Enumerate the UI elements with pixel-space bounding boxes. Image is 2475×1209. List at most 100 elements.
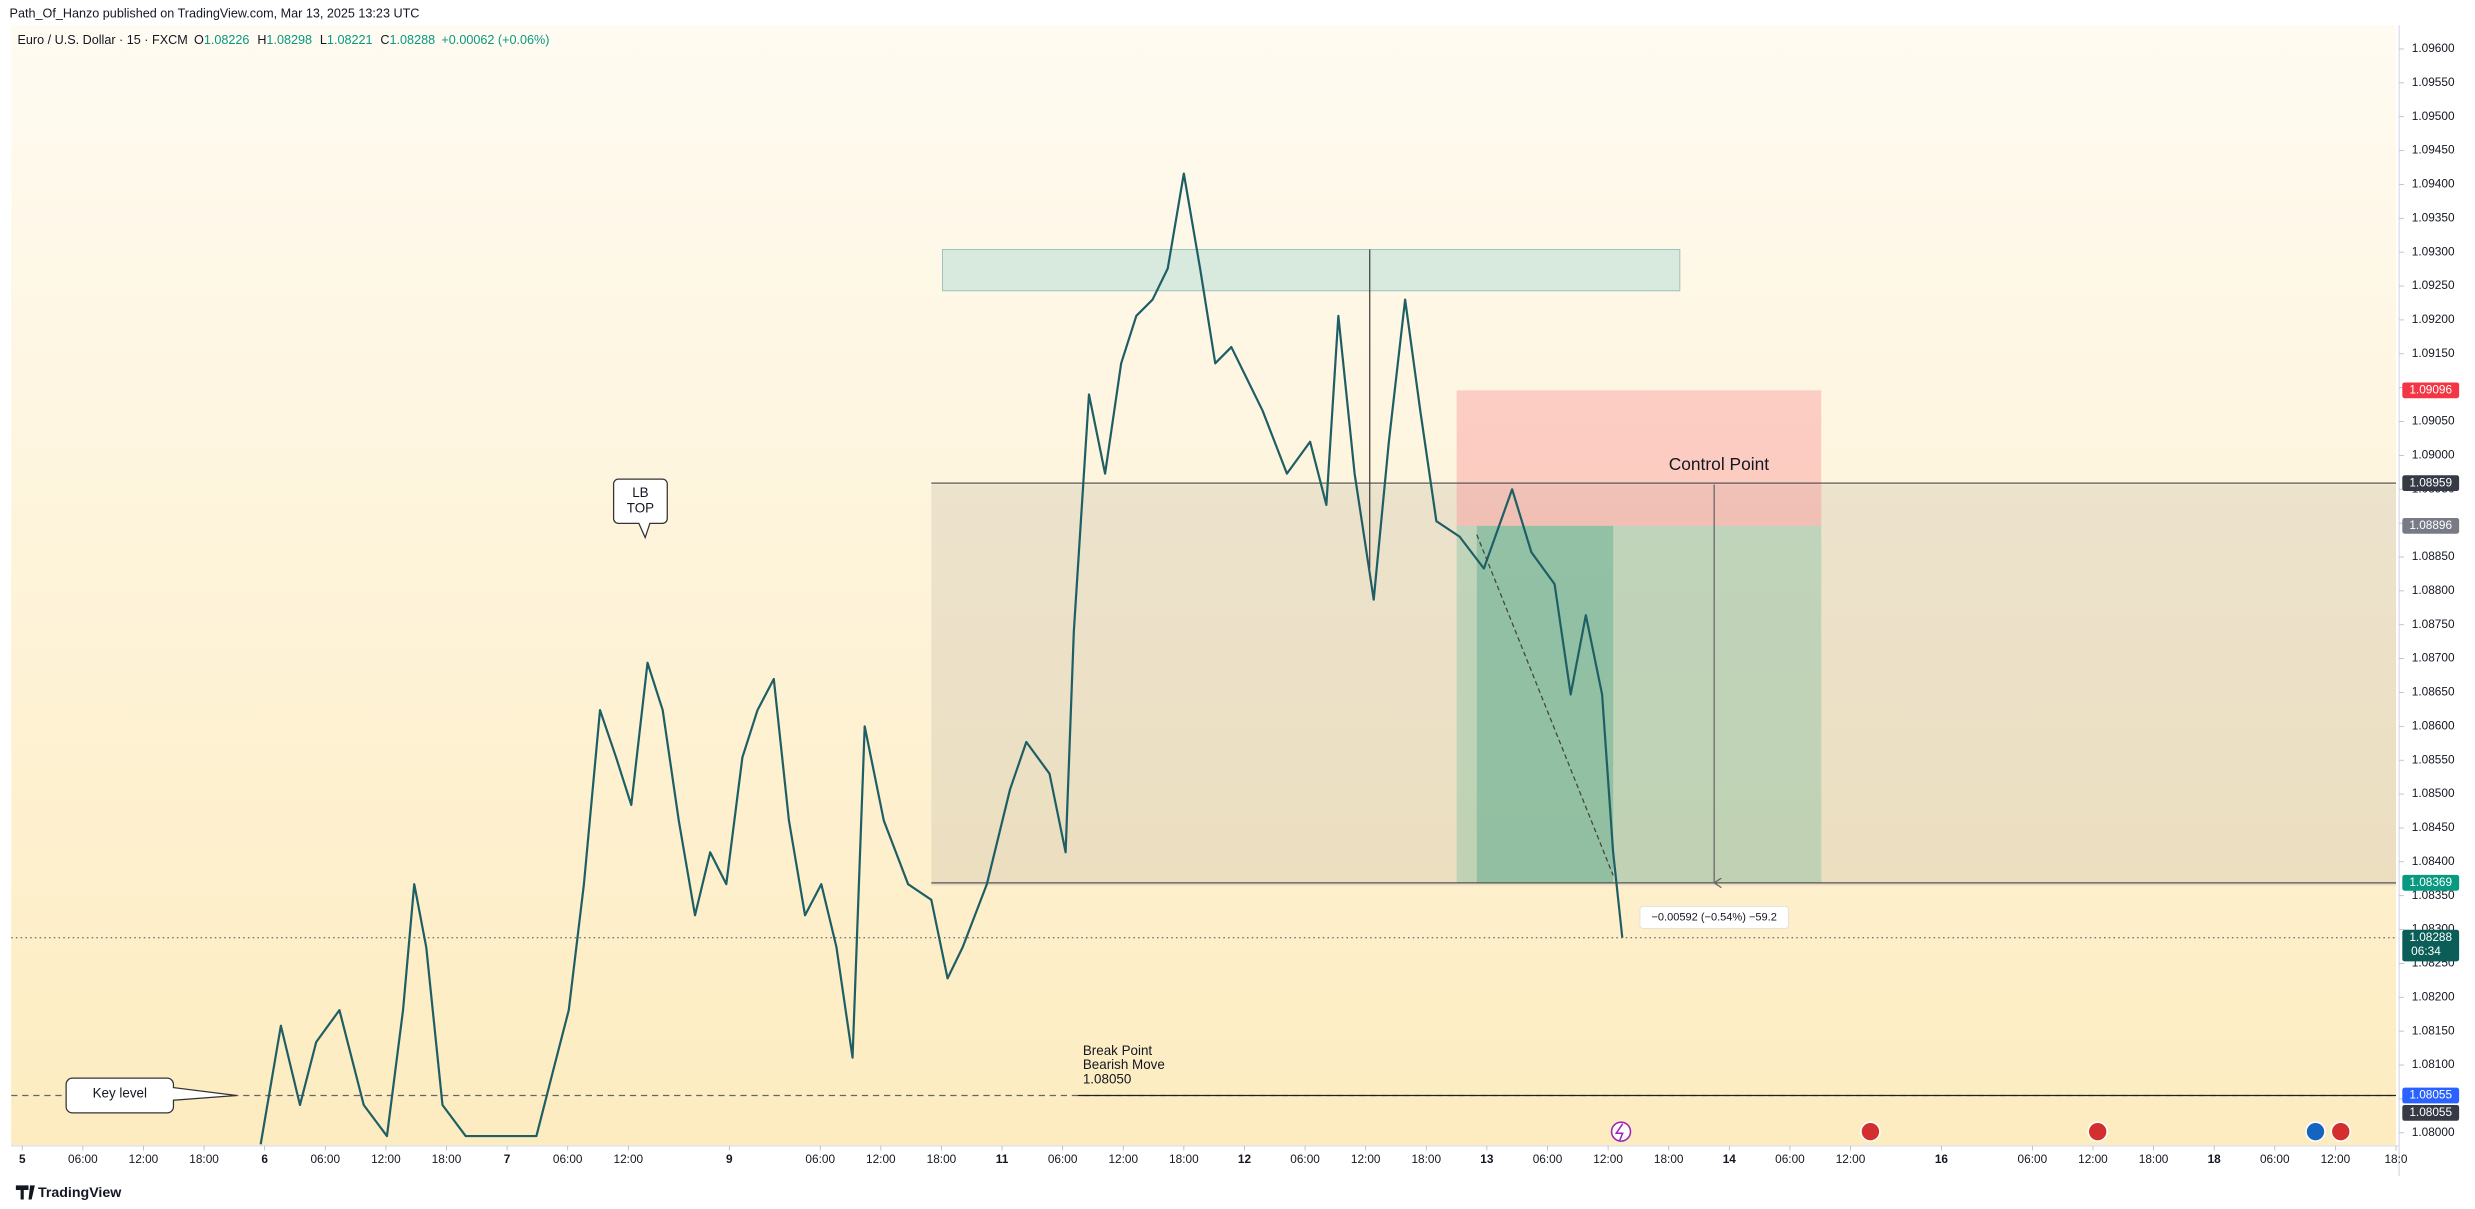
- footer: TradingView: [15, 1185, 122, 1201]
- x-tick-label: 18:00: [1654, 1152, 1684, 1166]
- y-tick-label: 1.09450: [2412, 143, 2455, 157]
- x-tick-label: 06:00: [68, 1152, 98, 1166]
- y-tick-label: 1.08100: [2412, 1057, 2455, 1071]
- x-tick-label: 12:00: [1836, 1152, 1866, 1166]
- y-tick-label: 1.08400: [2412, 854, 2455, 868]
- lb-callout: [612, 478, 668, 540]
- x-tick-label: 18:00: [1411, 1152, 1441, 1166]
- price-marker-label: 1.08959: [2409, 475, 2452, 489]
- x-tick-label: 14: [1723, 1152, 1737, 1166]
- price-marker: [2402, 929, 2460, 962]
- y-tick-label: 1.08800: [2412, 583, 2455, 597]
- x-tick-label: 12:00: [2078, 1152, 2108, 1166]
- y-tick-label: 1.09300: [2412, 244, 2455, 258]
- plot: Control Point −0.00592 (−0.54%) −59.2 Brea…: [11, 172, 2396, 1145]
- event-icon[interactable]: [2305, 1121, 2326, 1142]
- y-tick-label: 1.08350: [2412, 888, 2455, 902]
- symbol-info: Euro / U.S. Dollar · 15 · FXCM O1.08226 H1…: [17, 33, 549, 47]
- y-tick-label: 1.09150: [2412, 346, 2455, 360]
- y-tick-label: 1.09050: [2412, 414, 2455, 428]
- zone: [931, 484, 2396, 886]
- y-tick-label: 1.09600: [2412, 41, 2455, 55]
- x-tick-label: 18:00: [2139, 1152, 2169, 1166]
- x-tick-label: 12:00: [371, 1152, 401, 1166]
- price-marker-label: 1.08288: [2409, 930, 2452, 944]
- measure-label: −0.00592 (−0.54%) −59.2: [1651, 911, 1776, 923]
- y-tick-label: 1.09400: [2412, 177, 2455, 191]
- y-tick-label: 1.08450: [2412, 820, 2455, 834]
- price-marker: [2402, 382, 2460, 399]
- segment: [1476, 534, 1614, 876]
- x-tick-label: 12:00: [1108, 1152, 1138, 1166]
- y-tick-label: 1.08550: [2412, 752, 2455, 766]
- x-tick-label: 18:0: [2384, 1152, 2407, 1166]
- y-tick-label: 1.08200: [2412, 989, 2455, 1003]
- x-tick-label: 12:00: [1593, 1152, 1623, 1166]
- countdown: 06:34: [2411, 944, 2441, 958]
- measure-box: [1639, 905, 1789, 929]
- zone: [941, 248, 1681, 292]
- ohlc-value: 1.08221: [327, 33, 373, 47]
- key-label: Key level: [93, 1085, 147, 1100]
- x-tick-label: 12:00: [614, 1152, 644, 1166]
- price-marker-label: 1.08055: [2409, 1088, 2452, 1102]
- y-tick-label: 1.08850: [2412, 549, 2455, 563]
- symbol: Euro / U.S. Dollar · 15 · FXCM: [17, 33, 187, 47]
- y-tick-label: 1.08600: [2412, 718, 2455, 732]
- x-tick-label: 06:00: [1533, 1152, 1563, 1166]
- y-tick-label: 1.09250: [2412, 278, 2455, 292]
- event-flag[interactable]: [2087, 1121, 2108, 1142]
- ohlc-key: L: [320, 33, 327, 47]
- x-tick-label: 12:00: [866, 1152, 896, 1166]
- x-tick-label: 18: [2208, 1152, 2222, 1166]
- event-icon[interactable]: [1610, 1121, 1632, 1142]
- key-callout: [65, 1077, 237, 1114]
- x-tick-label: 12:00: [2321, 1152, 2351, 1166]
- x-tick-label: 18:00: [1169, 1152, 1199, 1166]
- x-tick-label: 18:00: [927, 1152, 957, 1166]
- price-marker: [2402, 517, 2460, 534]
- ohlc-value: 1.08298: [266, 33, 312, 47]
- x-tick-label: 06:00: [2260, 1152, 2290, 1166]
- ohlc-value: 1.08288: [390, 33, 436, 47]
- x-tick-label: 06:00: [553, 1152, 583, 1166]
- y-tick-label: 1.09000: [2412, 448, 2455, 462]
- x-tick-label: 9: [726, 1152, 733, 1166]
- zone: [1456, 525, 1822, 883]
- x-tick-label: 18:00: [432, 1152, 462, 1166]
- x-tick-label: 16: [1935, 1152, 1949, 1166]
- event-flag[interactable]: [1860, 1121, 1881, 1142]
- logo: [15, 1185, 35, 1200]
- y-tick-label: 1.09550: [2412, 75, 2455, 89]
- x-tick-label: 06:00: [1290, 1152, 1320, 1166]
- break-label: Bearish Move: [1083, 1057, 1165, 1072]
- price-marker-label: 1.08369: [2409, 875, 2452, 889]
- price-line: [259, 172, 1624, 1145]
- y-tick-label: 1.08700: [2412, 651, 2455, 665]
- y-tick-label: 1.08650: [2412, 685, 2455, 699]
- brand: TradingView: [38, 1185, 122, 1201]
- ohlc-value: 1.08226: [204, 33, 250, 47]
- ohlc-key: H: [257, 33, 266, 47]
- y-tick-label: 1.08150: [2412, 1023, 2455, 1037]
- lb-label: LB: [632, 485, 648, 500]
- price-marker: [2402, 874, 2460, 891]
- x-tick-label: 06:00: [2018, 1152, 2048, 1166]
- event-flag[interactable]: [2330, 1121, 2352, 1142]
- event-icon: [1614, 1123, 1624, 1142]
- price-marker-label: 1.08055: [2409, 1105, 2452, 1119]
- x-tick-label: 06:00: [310, 1152, 340, 1166]
- ohlc-key: O: [194, 33, 204, 47]
- x-tick-label: 06:00: [1775, 1152, 1805, 1166]
- x-tick-label: 12: [1238, 1152, 1252, 1166]
- y-tick-label: 1.08750: [2412, 617, 2455, 631]
- y-tick-label: 1.08000: [2412, 1125, 2455, 1139]
- y-tick-label: 1.09500: [2412, 109, 2455, 123]
- y-tick-label: 1.08500: [2412, 786, 2455, 800]
- x-tick-label: 06:00: [805, 1152, 835, 1166]
- price-marker: [2402, 475, 2460, 492]
- x-tick-label: 12:00: [129, 1152, 159, 1166]
- x-tick-label: 18:00: [189, 1152, 219, 1166]
